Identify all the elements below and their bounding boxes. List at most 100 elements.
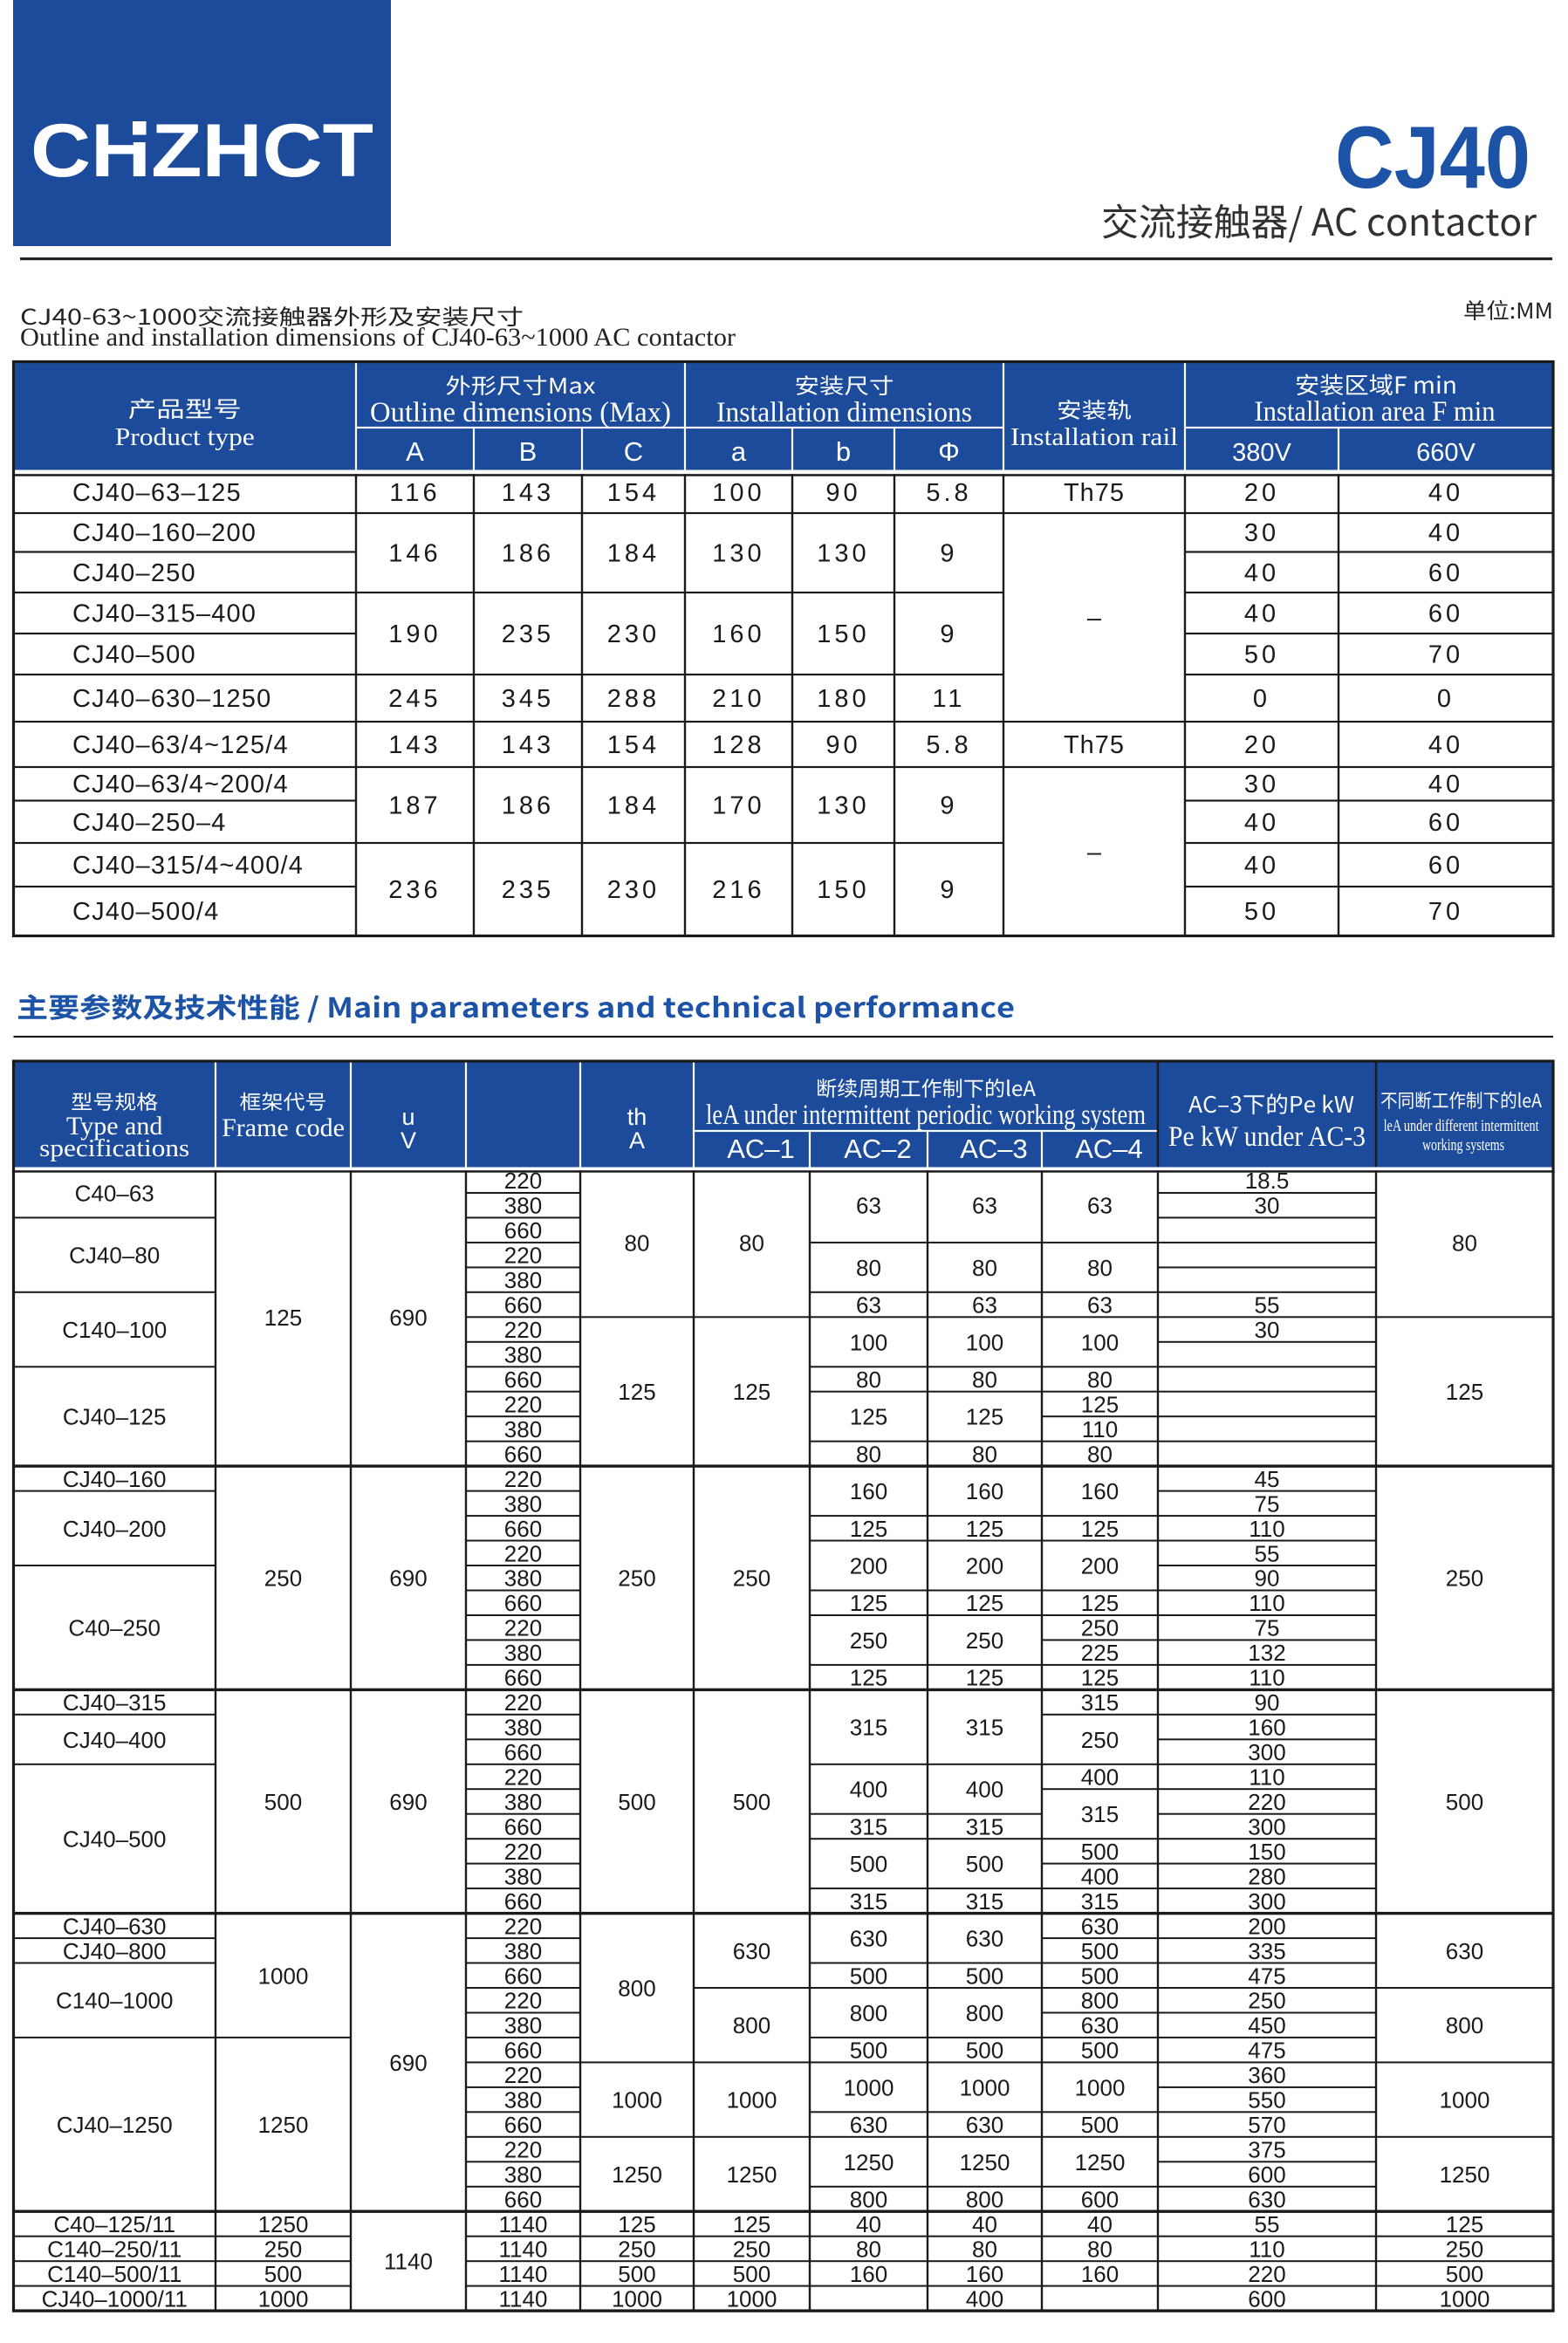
svg-text:125: 125 [966,1516,1003,1542]
svg-text:660V: 660V [1416,439,1476,467]
svg-text:CJ40–630–1250: CJ40–630–1250 [72,685,271,713]
svg-text:250: 250 [264,2236,302,2262]
svg-text:30: 30 [1244,771,1279,798]
svg-text:Type and: Type and [66,1112,162,1141]
svg-text:170: 170 [712,792,764,820]
svg-text:660: 660 [504,1590,542,1616]
svg-text:250: 250 [618,2236,655,2262]
svg-text:690: 690 [389,1789,427,1815]
svg-text:300: 300 [1248,1739,1285,1765]
svg-text:220: 220 [504,2137,542,2163]
svg-text:1000: 1000 [1440,2087,1490,2113]
svg-text:CJ40: CJ40 [1335,109,1530,207]
svg-text:235: 235 [502,620,554,648]
svg-text:Pe kW under AC-3: Pe kW under AC-3 [1168,1121,1366,1153]
svg-text:75: 75 [1255,1615,1280,1641]
svg-text:400: 400 [1081,1764,1119,1791]
svg-text:1140: 1140 [499,2261,548,2287]
svg-text:500: 500 [733,1789,770,1815]
svg-text:400: 400 [966,1777,1003,1803]
svg-text:CJ40–315: CJ40–315 [63,1689,167,1716]
svg-text:90: 90 [1255,1689,1280,1716]
svg-text:380: 380 [504,2161,542,2188]
svg-text:20: 20 [1244,731,1279,759]
svg-text:63: 63 [972,1193,997,1219]
svg-text:1140: 1140 [499,2236,548,2262]
svg-text:400: 400 [966,2285,1003,2312]
svg-text:80: 80 [856,2236,881,2262]
svg-text:CHZHCT: CHZHCT [31,109,373,193]
svg-text:220: 220 [504,1988,542,2014]
svg-text:CJ40–400: CJ40–400 [63,1727,167,1753]
svg-text:660: 660 [504,1963,542,1989]
svg-text:143: 143 [388,731,441,759]
svg-text:u: u [401,1104,414,1130]
svg-text:9: 9 [940,792,957,820]
svg-text:C40–63: C40–63 [75,1181,154,1207]
svg-text:660: 660 [504,2038,542,2064]
svg-text:800: 800 [850,2187,887,2213]
svg-text:660: 660 [504,2112,542,2138]
svg-text:CJ40–160: CJ40–160 [63,1466,167,1492]
svg-text:50: 50 [1244,898,1279,926]
svg-text:500: 500 [1446,1789,1483,1815]
svg-text:400: 400 [850,1777,887,1803]
svg-text:specifications: specifications [39,1134,189,1162]
svg-text:55: 55 [1255,1292,1280,1319]
svg-text:80: 80 [856,1255,881,1281]
svg-text:125: 125 [618,2211,655,2237]
svg-text:55: 55 [1255,1540,1280,1566]
svg-text:1140: 1140 [384,2249,433,2275]
svg-text:1000: 1000 [258,2285,309,2312]
svg-text:1250: 1250 [727,2161,777,2188]
svg-text:Frame code: Frame code [222,1113,345,1142]
svg-text:146: 146 [388,540,441,568]
svg-text:128: 128 [712,731,764,759]
svg-text:Product type: Product type [115,423,255,451]
svg-text:11: 11 [932,685,965,713]
svg-text:380: 380 [504,1416,542,1442]
svg-text:CJ40–250–4: CJ40–250–4 [72,809,226,837]
svg-text:100: 100 [850,1329,887,1355]
svg-text:100: 100 [1081,1329,1119,1355]
svg-text:220: 220 [504,1839,542,1865]
svg-text:250: 250 [850,1627,887,1654]
svg-text:160: 160 [1081,2261,1119,2287]
svg-text:315: 315 [966,1715,1003,1741]
svg-text:40: 40 [1244,559,1279,587]
svg-text:leA under different intermitte: leA under different intermittent [1384,1117,1540,1135]
svg-text:125: 125 [850,1590,887,1616]
svg-text:800: 800 [966,2000,1003,2026]
svg-text:CJ40–800: CJ40–800 [63,1938,167,1964]
svg-text:1000: 1000 [1440,2285,1490,2312]
svg-text:250: 250 [1248,1988,1285,2014]
svg-text:500: 500 [618,2261,655,2287]
svg-text:CJ40–1000/11: CJ40–1000/11 [42,2285,188,2312]
svg-text:250: 250 [1081,1727,1119,1753]
svg-text:380: 380 [504,1938,542,1964]
svg-text:630: 630 [1248,2187,1285,2213]
svg-text:250: 250 [1446,1565,1483,1592]
svg-text:125: 125 [850,1516,887,1542]
svg-text:500: 500 [850,1963,887,1989]
svg-text:CJ40–500: CJ40–500 [72,641,196,669]
svg-text:660: 660 [504,1739,542,1765]
svg-text:55: 55 [1255,2211,1280,2237]
svg-text:80: 80 [972,1441,997,1467]
svg-text:630: 630 [733,1938,770,1964]
svg-text:500: 500 [850,2038,887,2064]
svg-text:200: 200 [850,1553,887,1579]
svg-text:220: 220 [504,1764,542,1791]
svg-text:1000: 1000 [258,1963,309,1989]
svg-text:1250: 1250 [1440,2161,1490,2188]
svg-text:186: 186 [502,540,554,568]
svg-text:630: 630 [850,1926,887,1952]
svg-text:AC–2: AC–2 [844,1134,912,1164]
svg-text:1000: 1000 [727,2285,777,2312]
svg-text:80: 80 [856,1367,881,1393]
svg-text:63: 63 [856,1292,881,1319]
svg-text:160: 160 [966,2261,1003,2287]
svg-text:315: 315 [850,1715,887,1741]
svg-text:660: 660 [504,1888,542,1915]
svg-text:800: 800 [1446,2012,1483,2038]
